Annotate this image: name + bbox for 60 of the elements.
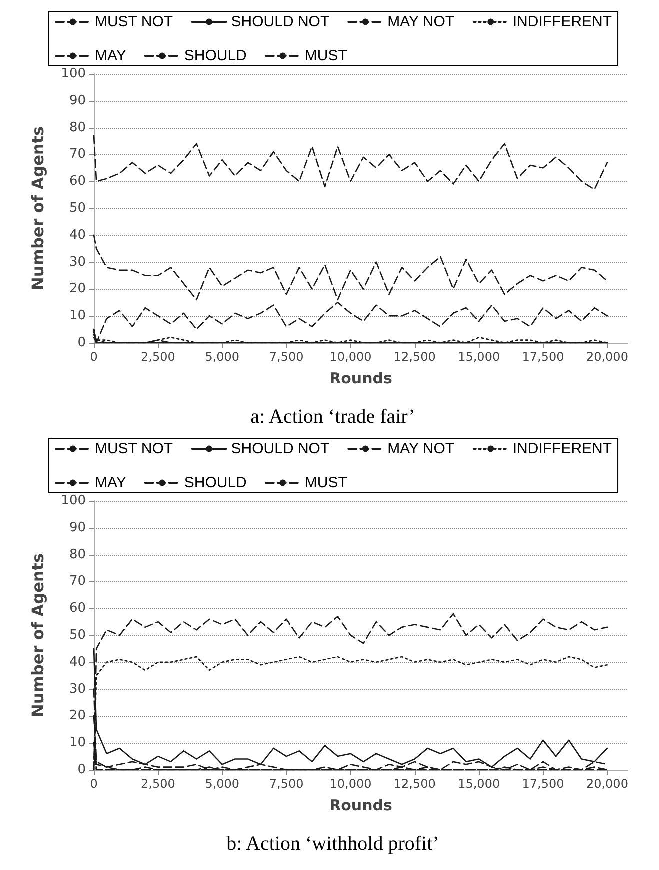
y-tick-label: 50 (69, 628, 86, 643)
legend-label: MAY (94, 48, 126, 64)
y-tick-label: 10 (69, 736, 86, 751)
y-tick-label: 30 (69, 254, 86, 270)
text: a: Action ‘trade fair’ (250, 406, 416, 428)
x-tick-label: 5,000 (205, 350, 240, 364)
x-tick-label: 17,500 (522, 350, 564, 364)
y-tick-label: 90 (69, 93, 86, 108)
y-tick-label: 20 (69, 282, 86, 297)
x-tick-label: 7,500 (269, 777, 304, 791)
legend-label: SHOULD (184, 48, 248, 64)
x-tick-label: 17,500 (522, 777, 564, 791)
x-tick-label: 15,000 (458, 777, 500, 791)
legend-label: MUST (304, 48, 348, 64)
y-tick-label: 50 (69, 201, 86, 216)
y-tick-label: 60 (69, 174, 86, 190)
text: b: Action ‘withhold profit’ (226, 833, 440, 855)
y-tick-label: 0 (78, 336, 86, 350)
y-tick-label: 100 (61, 494, 86, 508)
x-tick-label: 2,500 (141, 777, 176, 791)
x-tick-label: 7,500 (269, 350, 304, 364)
y-tick-label: 20 (69, 708, 86, 724)
x-tick-label: 0 (90, 350, 98, 364)
y-tick-label: 70 (69, 574, 86, 590)
y-tick-label: 70 (69, 147, 86, 162)
y-tick-label: 90 (69, 520, 86, 536)
legend-label: MUST NOT (94, 14, 174, 30)
legend-label: MUST NOT (94, 440, 174, 458)
legend-label: SHOULD NOT (231, 440, 330, 458)
legend-label: INDIFFERENT (512, 440, 612, 458)
legend-label: MUST (304, 474, 348, 492)
x-tick-label: 12,500 (394, 777, 436, 791)
y-tick-label: 40 (69, 654, 86, 670)
y-tick-label: 60 (69, 601, 86, 616)
x-tick-label: 5,000 (205, 777, 240, 791)
x-tick-label: 10,000 (330, 777, 372, 791)
y-tick-label: 40 (69, 228, 86, 243)
y-tick-label: 10 (69, 308, 86, 324)
x-axis-title: Rounds (330, 796, 393, 814)
x-tick-label: 15,000 (458, 350, 500, 364)
x-axis-title: Rounds (330, 370, 393, 388)
y-tick-label: 30 (69, 682, 86, 697)
x-tick-label: 20,000 (586, 350, 628, 364)
legend-label: SHOULD (184, 474, 248, 492)
y-tick-label: 100 (61, 66, 86, 82)
y-tick-label: 0 (78, 762, 86, 778)
x-tick-label: 10,000 (330, 350, 372, 364)
legend-label: MAY NOT (388, 14, 455, 30)
y-axis-title: Number of Agents (28, 554, 48, 718)
legend-label: SHOULD NOT (231, 14, 330, 30)
x-tick-label: 12,500 (394, 350, 436, 364)
x-tick-label: 2,500 (141, 350, 176, 364)
legend-label: MAY NOT (388, 440, 455, 458)
y-tick-label: 80 (69, 120, 86, 136)
x-tick-label: 20,000 (586, 777, 628, 791)
y-tick-label: 80 (69, 547, 86, 562)
legend-label: INDIFFERENT (512, 14, 612, 30)
legend-label: MAY (94, 474, 126, 492)
x-tick-label: 0 (90, 777, 98, 791)
y-axis-title: Number of Agents (28, 126, 48, 290)
